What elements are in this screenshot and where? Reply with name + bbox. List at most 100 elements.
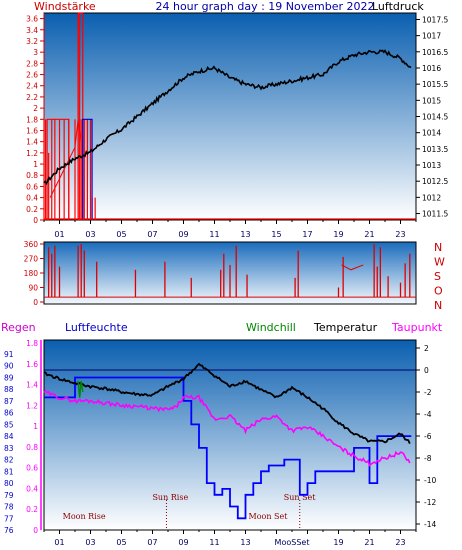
x-tick-label: 01 <box>54 538 64 547</box>
left-tick-label: 1.2 <box>26 149 38 158</box>
legend-windchill: Windchill <box>246 321 296 334</box>
wind-step <box>77 12 84 220</box>
x-tick-label: 17 <box>302 230 312 239</box>
humidity-tick-label: 83 <box>4 444 14 453</box>
left-tick-label: 1.6 <box>26 126 38 135</box>
regen-tick-label: 1 <box>33 422 38 431</box>
direction-tick-label: 90 <box>28 284 38 293</box>
x-tick-label: 21 <box>364 230 374 239</box>
x-tick-label: 23 <box>395 230 405 239</box>
x-tick-label: 13 <box>240 538 250 547</box>
x-tick-label: 07 <box>147 538 157 547</box>
wind-speed-series <box>43 12 416 220</box>
right-tick-label: 1016 <box>422 64 441 73</box>
legend-regen: Regen <box>1 321 36 334</box>
windchill-line <box>77 380 84 398</box>
panel1-title: 24 hour graph day : 19 November 2022 <box>155 0 374 13</box>
temp-tick-label: 0 <box>424 366 429 375</box>
left-tick-label: 2 <box>33 104 38 113</box>
humidity-tick-label: 76 <box>4 526 14 535</box>
left-tick-label: 3.6 <box>26 15 38 24</box>
humidity-tick-label: 86 <box>4 409 14 418</box>
annotation-label: Sun Rise <box>152 493 188 502</box>
pressure-line <box>43 49 412 186</box>
humidity-tick-label: 88 <box>4 385 14 394</box>
panel1-plot-area <box>43 12 417 221</box>
left-tick-label: 3.4 <box>26 26 38 35</box>
pressure-series <box>43 49 412 186</box>
compass-label: S <box>434 270 441 283</box>
right-tick-label: 1017.5 <box>422 15 448 24</box>
sun-moon-annotations: Moon Rise Sun Rise Sun Set Moon Set <box>63 493 317 530</box>
compass-label: O <box>434 285 443 298</box>
right-tick-label: 1011.5 <box>422 210 448 219</box>
humidity-tick-label: 79 <box>4 491 14 500</box>
right-tick-label: 1013 <box>422 161 441 170</box>
panel1-x-ticks: 01 03 05 07 09 11 13 15 17 19 21 23 <box>43 220 417 239</box>
humidity-tick-label: 81 <box>4 467 14 476</box>
left-tick-label: 0.2 <box>26 205 38 214</box>
left-tick-label: 0.4 <box>26 194 38 203</box>
left-tick-label: 3 <box>33 48 38 57</box>
humidity-tick-label: 87 <box>4 397 14 406</box>
legend-taupunkt: Taupunkt <box>391 321 443 334</box>
regen-tick-label: 1.6 <box>26 360 38 369</box>
temperature-series <box>43 362 411 444</box>
right-tick-label: 1016.5 <box>422 48 448 57</box>
left-tick-label: 0.6 <box>26 182 38 191</box>
left-tick-label: 2.2 <box>26 93 38 102</box>
annotation-label: Moon Set <box>249 512 289 521</box>
right-tick-label: 1015 <box>422 96 441 105</box>
regen-tick-label: 0.2 <box>26 505 38 514</box>
right-tick-label: 1014 <box>422 129 441 138</box>
temp-tick-label: -6 <box>424 432 432 441</box>
direction-tick-label: 0 <box>33 298 38 307</box>
panel3-x-ticks: 01 03 05 07 09 11 13 19 21 23 MooSSet <box>43 530 417 547</box>
panel2-left-ticks: 0 90 180 270 360 <box>24 240 44 307</box>
windchill-series <box>77 380 84 398</box>
x-tick-label: 19 <box>333 538 343 547</box>
annotation-label: Moon Rise <box>63 512 106 521</box>
x-tick-label: 23 <box>395 538 405 547</box>
panel1-title-right: Luftdruck <box>372 0 424 13</box>
compass-label: W <box>434 256 445 269</box>
x-tick-label: 13 <box>240 230 250 239</box>
right-tick-label: 1015.5 <box>422 80 448 89</box>
temp-tick-label: 2 <box>424 344 429 353</box>
regen-tick-label: 0 <box>33 526 38 535</box>
compass-label: N <box>434 299 442 312</box>
temp-tick-label: -10 <box>424 476 436 485</box>
legend-temperatur: Temperatur <box>313 321 378 334</box>
left-tick-label: 3.2 <box>26 37 38 46</box>
regen-tick-label: 1.8 <box>26 339 38 348</box>
x-tick-label: 01 <box>54 230 64 239</box>
temp-tick-label: -14 <box>424 520 436 529</box>
x-tick-label: 05 <box>116 230 126 239</box>
x-tick-label: 21 <box>364 538 374 547</box>
dewpoint-series <box>43 389 411 467</box>
x-tick-label: 09 <box>178 230 188 239</box>
humidity-tick-label: 90 <box>4 362 14 371</box>
right-tick-label: 1014.5 <box>422 113 448 122</box>
wind-direction-series <box>44 244 416 298</box>
x-tick-label: 05 <box>116 538 126 547</box>
regen-tick-label: 0.6 <box>26 464 38 473</box>
humidity-tick-label: 77 <box>4 514 14 523</box>
humidity-ticks: 76 77 78 79 80 81 82 83 84 85 86 87 88 89 90 91 <box>4 350 14 535</box>
humidity-tick-label: 82 <box>4 456 14 465</box>
direction-tick-label: 360 <box>24 240 39 249</box>
left-tick-label: 0 <box>33 216 38 225</box>
humidity-tick-label: 80 <box>4 479 14 488</box>
right-tick-label: 1012.5 <box>422 177 448 186</box>
wind-average-line <box>49 119 82 198</box>
legend-luftfeuchte: Luftfeuchte <box>65 321 128 334</box>
x-tick-label: 15 <box>271 230 281 239</box>
regen-tick-label: 0.4 <box>26 484 38 493</box>
annotation-label: Sun Set <box>284 493 317 502</box>
temp-tick-label: -12 <box>424 498 436 507</box>
left-tick-label: 2.8 <box>26 59 38 68</box>
x-tick-label: 03 <box>85 230 95 239</box>
temperature-ticks: -14 -12 -10 -8 -6 -4 -2 0 2 <box>416 344 436 529</box>
direction-tick-label: 270 <box>24 255 39 264</box>
